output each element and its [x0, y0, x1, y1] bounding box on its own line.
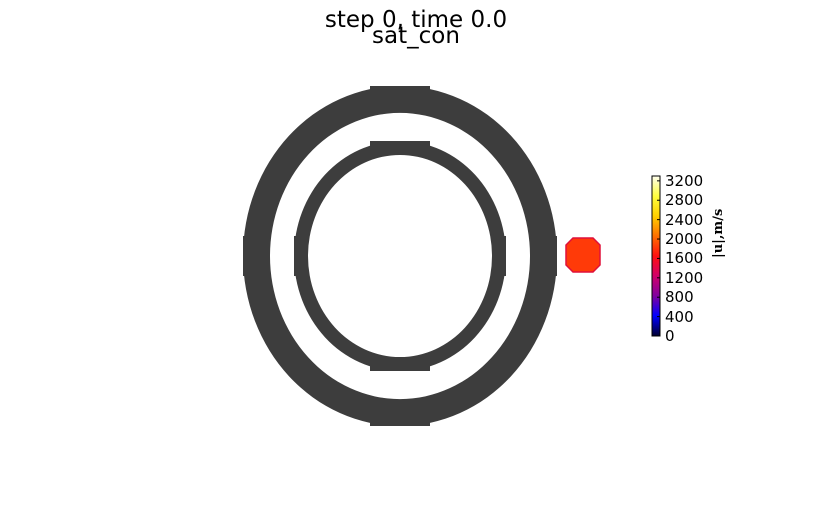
- colorbar-tick-label: 800: [665, 288, 694, 307]
- colorbar-tick-label: 1600: [665, 249, 704, 268]
- colorbar-label: |u|,m/s: [711, 208, 726, 258]
- inner-ring: [294, 141, 506, 371]
- figure-suptitle: step 0, time 0.0: [324, 7, 508, 33]
- outer-ring: [243, 86, 557, 426]
- outer-ring-flat-segment: [370, 401, 430, 426]
- outer-ring-flat-segment: [532, 236, 557, 276]
- inner-ring-flat-segment: [370, 141, 430, 153]
- inner-ring-flat-segment: [294, 236, 306, 276]
- colorbar-tick-label: 0: [665, 327, 675, 345]
- colorbar-tick-label: 2800: [665, 191, 704, 210]
- colorbar-tick-label: 2000: [665, 230, 704, 249]
- axes-title: sat_con: [372, 23, 460, 49]
- colorbar: [651, 175, 661, 337]
- outer-ring-flat-segment: [370, 86, 430, 111]
- colorbar-tick-label: 400: [665, 307, 694, 326]
- colorbar-tick-label: 3200: [665, 171, 704, 190]
- colorbar-tick-label: 2400: [665, 210, 704, 229]
- outer-ring-flat-segment: [243, 236, 268, 276]
- inner-ring-flat-segment: [370, 359, 430, 371]
- particle: [565, 237, 601, 273]
- inner-ring-flat-segment: [494, 236, 506, 276]
- colorbar-tick-label: 1200: [665, 268, 704, 287]
